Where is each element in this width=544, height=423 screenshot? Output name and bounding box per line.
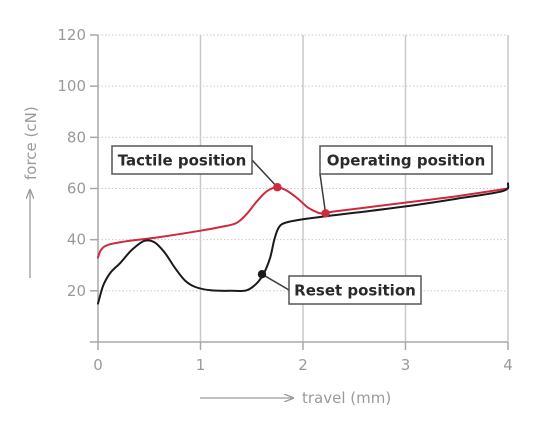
callouts: Tactile position Operating position Reset … bbox=[111, 145, 493, 305]
callout-connector bbox=[251, 159, 278, 188]
callout-box bbox=[288, 275, 422, 305]
y-tick-label: 20 bbox=[67, 282, 86, 300]
y-axis-title: force (cN) bbox=[22, 106, 40, 278]
x-axis-title: travel (mm) bbox=[200, 389, 391, 407]
x-tick-label: 0 bbox=[93, 356, 103, 374]
callout-label: Operating position bbox=[327, 152, 486, 170]
position-marker bbox=[257, 270, 267, 279]
x-tick-label: 3 bbox=[401, 356, 411, 374]
callout-connector bbox=[261, 273, 290, 291]
callout-box bbox=[319, 145, 493, 175]
tick-labels: 20 40 60 80 100 120 0 1 2 3 4 bbox=[57, 26, 512, 374]
y-tick-label: 80 bbox=[67, 128, 86, 146]
y-tick-label: 60 bbox=[67, 180, 86, 198]
y-axis-label: force (cN) bbox=[22, 106, 40, 180]
x-tick-label: 4 bbox=[503, 356, 513, 374]
position-marker bbox=[273, 183, 282, 192]
markers bbox=[257, 183, 330, 279]
callout-box bbox=[111, 145, 253, 175]
y-tick-label: 100 bbox=[57, 77, 86, 95]
x-tick-label: 1 bbox=[196, 356, 206, 374]
axes bbox=[90, 34, 509, 350]
y-tick-label: 120 bbox=[57, 26, 86, 44]
series bbox=[97, 182, 510, 305]
position-marker bbox=[321, 209, 330, 218]
series-line-black bbox=[97, 182, 510, 305]
series-line-red bbox=[97, 186, 509, 259]
x-tick-label: 2 bbox=[298, 356, 308, 374]
callout-connector bbox=[319, 173, 327, 214]
x-axis-label: travel (mm) bbox=[302, 389, 391, 407]
callout-label: Reset position bbox=[294, 282, 416, 300]
y-tick-label: 40 bbox=[67, 231, 86, 249]
callout-label: Tactile position bbox=[118, 152, 247, 170]
